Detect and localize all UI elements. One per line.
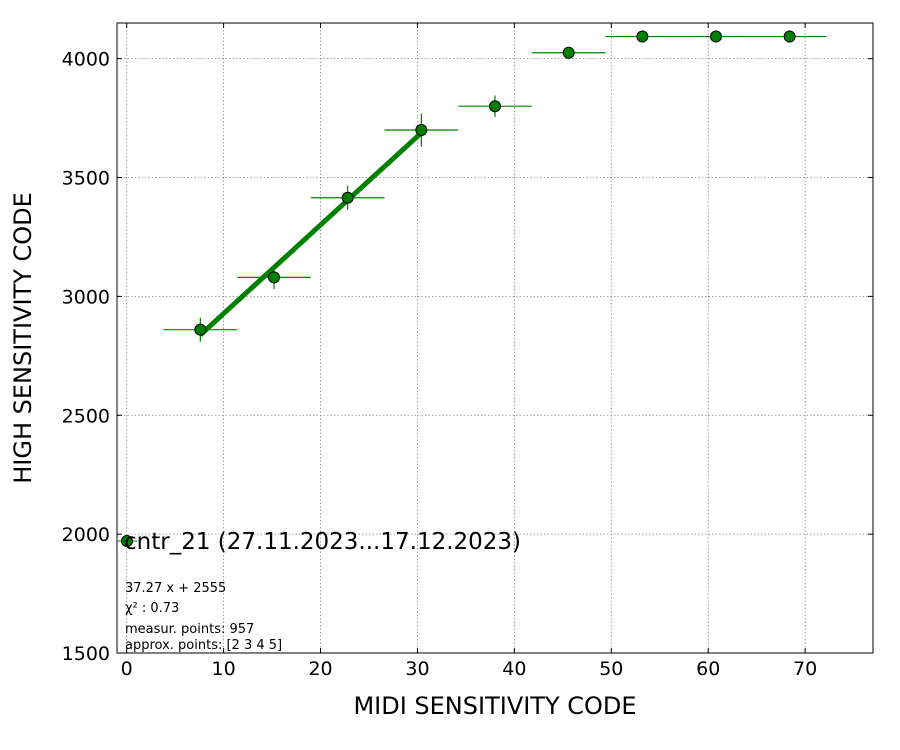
data-point [268,271,281,284]
legend-label: cntr_21 (27.11.2023...17.12.2023) [124,529,521,555]
data-point [489,100,501,113]
grid [117,23,873,654]
measured-points: measur. points: 957 [125,622,254,637]
x-tick-label: 0 [121,658,133,680]
data-point [341,191,354,204]
plot-frame [116,22,874,654]
data-point [636,30,649,43]
approx-points: approx. points: [2 3 4 5] [125,638,282,653]
y-tick-label: 2000 [62,524,110,546]
y-tick-label: 4000 [62,49,110,71]
tick-labels: 0 10 20 30 40 50 60 70 1500 2000 2500 3000 3500 4000 [62,49,818,680]
x-tick-label: 70 [793,658,817,680]
y-tick-label: 1500 [62,643,110,665]
y-tick-label: 3500 [62,168,110,190]
error-bars [163,35,827,342]
legend-marker [121,535,133,547]
fit-equation: 37.27 x + 2555 [125,581,226,596]
y-tick-label: 3000 [62,286,110,308]
data-point [562,46,575,59]
axis-ticks [117,23,873,654]
x-axis-title: MIDI SENSITIVITY CODE [353,692,636,720]
fit-line [198,130,424,337]
legend: cntr_21 (27.11.2023...17.12.2023) [117,529,521,555]
fit-annotations: 37.27 x + 2555 χ² : 0.73 measur. points:… [125,581,282,653]
data-point [194,323,207,336]
x-tick-label: 10 [212,658,236,680]
data-point [709,30,722,43]
x-tick-label: 20 [308,658,332,680]
data-point [783,30,796,43]
data-points [194,30,796,336]
data-point [415,123,428,136]
chi-square: χ² : 0.73 [125,601,179,616]
x-tick-label: 60 [696,658,720,680]
x-tick-label: 40 [502,658,526,680]
x-tick-label: 30 [405,658,429,680]
fit-line-group [198,130,424,337]
y-axis-title: HIGH SENSITIVITY CODE [9,192,37,484]
y-tick-label: 2500 [62,405,110,427]
x-tick-label: 50 [599,658,623,680]
